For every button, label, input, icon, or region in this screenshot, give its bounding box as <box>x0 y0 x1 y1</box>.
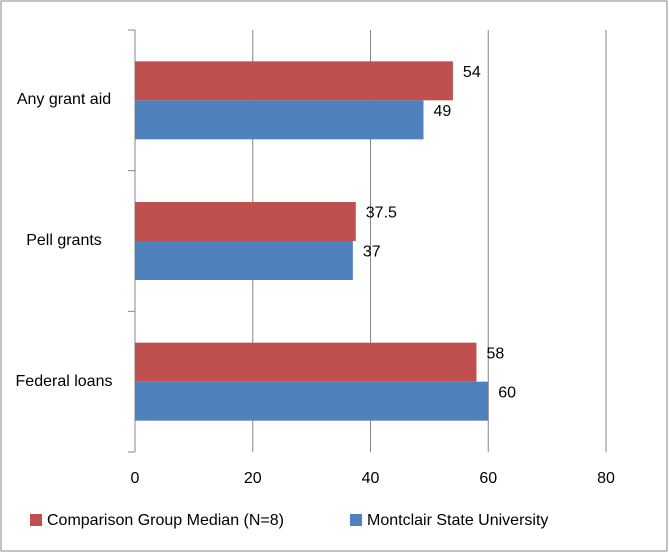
data-label: 37.5 <box>366 205 397 222</box>
data-label: 37 <box>363 244 381 261</box>
legend-swatch <box>350 514 362 526</box>
bar <box>135 61 453 101</box>
y-tick-label: Federal loans <box>15 372 113 390</box>
y-tick-label: Pell grants <box>26 232 102 249</box>
legend-label: Montclair State University <box>367 512 548 529</box>
legend-swatch <box>30 514 42 526</box>
data-label: 58 <box>486 345 504 362</box>
data-label: 54 <box>463 64 481 81</box>
bar <box>135 100 424 140</box>
x-tick-label: 0 <box>131 470 140 487</box>
x-tick-label: 60 <box>479 470 497 487</box>
data-label: 60 <box>498 384 516 401</box>
bar <box>135 342 477 382</box>
bar <box>135 202 356 241</box>
x-tick-label: 40 <box>362 470 380 487</box>
bar <box>135 241 353 280</box>
x-tick-label: 20 <box>244 470 262 487</box>
bar <box>135 381 489 421</box>
x-tick-label: 80 <box>597 470 615 487</box>
data-label: 49 <box>433 103 451 120</box>
y-tick-label: Any grant aid <box>16 91 112 109</box>
legend-label: Comparison Group Median (N=8) <box>47 512 284 529</box>
